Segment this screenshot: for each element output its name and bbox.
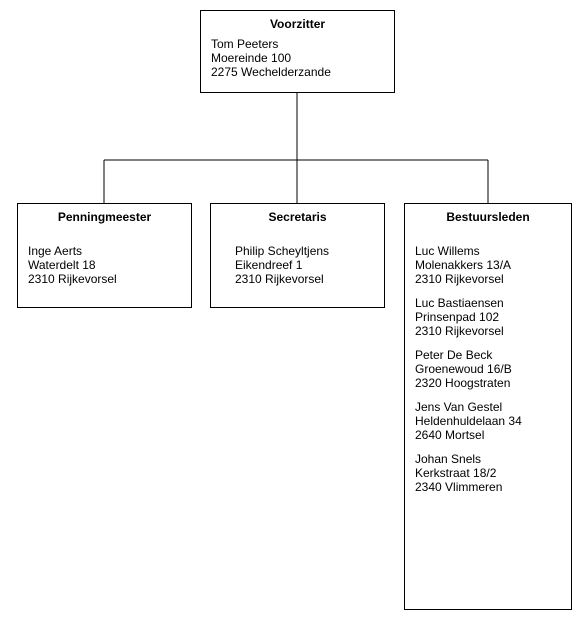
person-city: 2310 Rijkevorsel <box>235 272 374 286</box>
person-street: Moereinde 100 <box>211 51 384 65</box>
node-voorzitter: Voorzitter Tom Peeters Moereinde 100 227… <box>200 10 395 93</box>
person-street: Eikendreef 1 <box>235 258 374 272</box>
person-city: 2340 Vlimmeren <box>415 480 561 494</box>
person-city: 2320 Hoogstraten <box>415 376 561 390</box>
person-block: Luc WillemsMolenakkers 13/A2310 Rijkevor… <box>415 244 561 286</box>
person-name: Philip Scheyltjens <box>235 244 374 258</box>
node-penningmeester: Penningmeester Inge Aerts Waterdelt 18 2… <box>17 203 192 308</box>
person-name: Inge Aerts <box>28 244 181 258</box>
person-name: Peter De Beck <box>415 348 561 362</box>
person-city: 2310 Rijkevorsel <box>28 272 181 286</box>
person-city: 2640 Mortsel <box>415 428 561 442</box>
person-name: Luc Bastiaensen <box>415 296 561 310</box>
person-street: Heldenhuldelaan 34 <box>415 414 561 428</box>
node-bestuursleden-title: Bestuursleden <box>415 210 561 224</box>
person-name: Johan Snels <box>415 452 561 466</box>
person-street: Waterdelt 18 <box>28 258 181 272</box>
person-block: Johan SnelsKerkstraat 18/22340 Vlimmeren <box>415 452 561 494</box>
person-city: 2310 Rijkevorsel <box>415 272 561 286</box>
person-street: Molenakkers 13/A <box>415 258 561 272</box>
node-penningmeester-title: Penningmeester <box>28 210 181 224</box>
person-block: Jens Van GestelHeldenhuldelaan 342640 Mo… <box>415 400 561 442</box>
person-street: Kerkstraat 18/2 <box>415 466 561 480</box>
person-block: Inge Aerts Waterdelt 18 2310 Rijkevorsel <box>28 244 181 286</box>
node-voorzitter-title: Voorzitter <box>211 17 384 31</box>
node-secretaris: Secretaris Philip Scheyltjens Eikendreef… <box>210 203 385 308</box>
person-name: Tom Peeters <box>211 37 384 51</box>
person-street: Prinsenpad 102 <box>415 310 561 324</box>
person-city: 2310 Rijkevorsel <box>415 324 561 338</box>
node-secretaris-title: Secretaris <box>221 210 374 224</box>
person-block: Luc BastiaensenPrinsenpad 1022310 Rijkev… <box>415 296 561 338</box>
person-street: Groenewoud 16/B <box>415 362 561 376</box>
person-name: Jens Van Gestel <box>415 400 561 414</box>
person-block: Philip Scheyltjens Eikendreef 1 2310 Rij… <box>221 244 374 286</box>
person-block: Peter De BeckGroenewoud 16/B2320 Hoogstr… <box>415 348 561 390</box>
node-bestuursleden: Bestuursleden Luc WillemsMolenakkers 13/… <box>404 203 572 610</box>
person-block: Tom Peeters Moereinde 100 2275 Wechelder… <box>211 37 384 79</box>
person-city: 2275 Wechelderzande <box>211 65 384 79</box>
person-name: Luc Willems <box>415 244 561 258</box>
